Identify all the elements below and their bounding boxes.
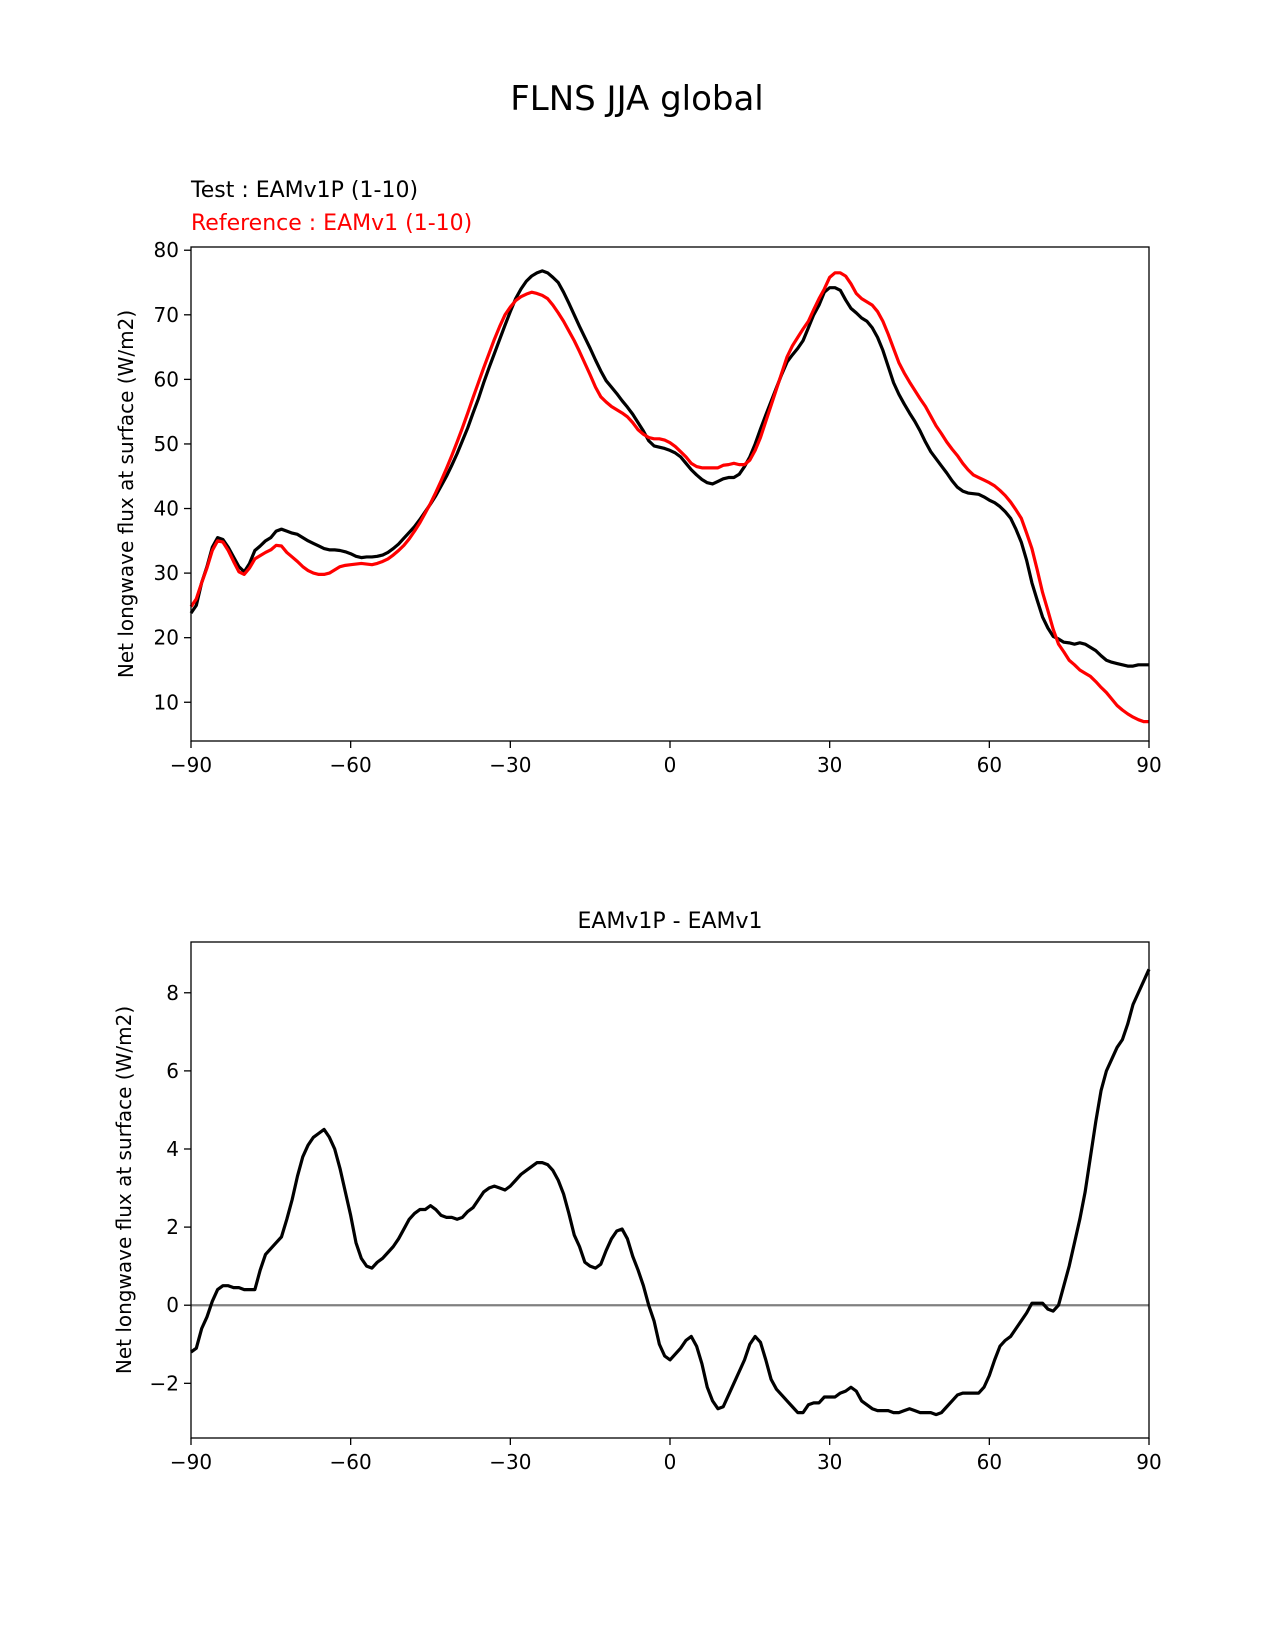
bot-x-tick-label: 90	[1136, 1450, 1161, 1474]
top-axes-frame	[190, 246, 1150, 742]
bottom-axes-frame	[190, 941, 1150, 1439]
top-x-tick-label: −60	[330, 753, 372, 777]
top-x-tick-labels: −90 −60 −30 0 30 60 90	[170, 741, 1162, 777]
top-plot-lines	[189, 269, 1149, 724]
bot-x-tick-label: −30	[489, 1450, 531, 1474]
top-y-tick-label: 40	[154, 497, 179, 521]
bot-y-tick-label: 4	[166, 1137, 179, 1161]
bot-x-tick-label: 60	[977, 1450, 1002, 1474]
bot-series-line-0	[190, 968, 1151, 1417]
bottom-y-axis-label: Net longwave flux at surface (W/m2)	[112, 1006, 136, 1374]
bot-x-tick-label: 0	[664, 1450, 677, 1474]
bot-x-tick-label: 30	[817, 1450, 842, 1474]
bot-y-tick-label: 2	[166, 1215, 179, 1239]
top-x-tick-label: 90	[1136, 753, 1161, 777]
legend-test-label: Test : EAMv1P (1-10)	[190, 178, 418, 203]
bot-y-tick-label: 6	[166, 1059, 179, 1083]
top-y-tick-label: 30	[154, 561, 179, 585]
top-y-tick-labels: 10 20 30 40 50 60 70 80	[154, 238, 191, 714]
bottom-y-tick-labels: −2 0 2 4 6 8	[150, 981, 191, 1395]
top-series-line-0	[189, 269, 1149, 668]
top-x-tick-label: −90	[170, 753, 212, 777]
bottom-plot-lines	[190, 968, 1151, 1417]
top-y-tick-label: 80	[154, 238, 179, 262]
legend-reference-label: Reference : EAMv1 (1-10)	[191, 211, 472, 236]
top-x-tick-label: 30	[817, 753, 842, 777]
figure-title: FLNS JJA global	[510, 79, 764, 119]
bot-x-tick-label: −60	[330, 1450, 372, 1474]
top-panel: Test : EAMv1P (1-10) Reference : EAMv1 (…	[114, 178, 1162, 777]
bot-y-tick-label: 0	[166, 1293, 179, 1317]
bot-x-tick-label: −90	[170, 1450, 212, 1474]
top-x-tick-label: −30	[489, 753, 531, 777]
top-x-tick-label: 0	[664, 753, 677, 777]
top-y-tick-label: 70	[154, 303, 179, 327]
top-y-tick-label: 10	[154, 690, 179, 714]
bottom-panel-title: EAMv1P - EAMv1	[577, 909, 762, 934]
top-y-tick-label: 60	[154, 367, 179, 391]
top-y-axis-label: Net longwave flux at surface (W/m2)	[114, 310, 138, 678]
bot-y-tick-label: −2	[150, 1371, 179, 1395]
top-y-tick-label: 20	[154, 626, 179, 650]
bot-y-tick-label: 8	[166, 981, 179, 1005]
top-y-tick-label: 50	[154, 432, 179, 456]
top-x-tick-label: 60	[977, 753, 1002, 777]
top-series-line-1	[189, 271, 1149, 724]
bottom-panel: EAMv1P - EAMv1 −90 −60 −30 0 30 60 90 −202468 …	[112, 909, 1162, 1474]
bottom-x-tick-labels: −90 −60 −30 0 30 60 90	[170, 1438, 1162, 1474]
